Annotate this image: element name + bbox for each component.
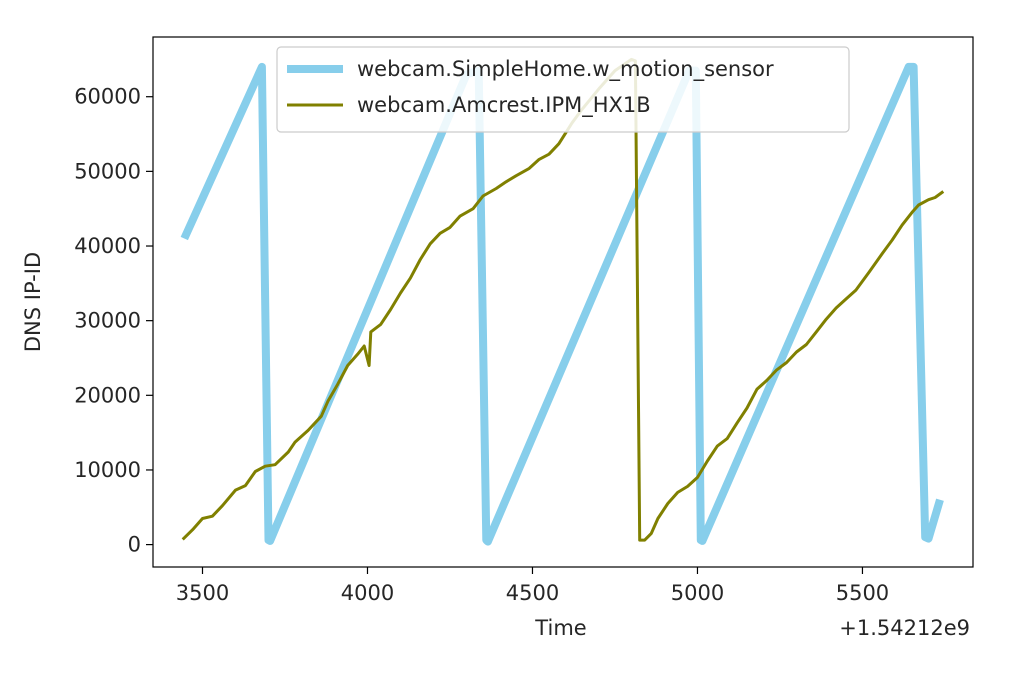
x-tick-label: 5000 — [671, 581, 724, 605]
x-tick-label: 4000 — [341, 581, 394, 605]
plot-frame — [152, 36, 974, 568]
y-tick-label: 40000 — [74, 234, 141, 258]
y-tick-label: 0 — [128, 533, 141, 557]
y-tick-label: 30000 — [74, 309, 141, 333]
y-tick-label: 60000 — [74, 85, 141, 109]
legend-label-amcrest: webcam.Amcrest.IPM_HX1B — [357, 93, 651, 118]
x-axis-ticks: 3500 4000 4500 5000 5500 — [176, 567, 889, 605]
x-tick-label: 4500 — [506, 581, 559, 605]
y-tick-label: 10000 — [74, 458, 141, 482]
legend-label-simplehome: webcam.SimpleHome.w_motion_sensor — [357, 57, 774, 82]
x-axis-offset-label: +1.54212e9 — [839, 616, 970, 640]
y-tick-label: 20000 — [74, 383, 141, 407]
y-axis-label: DNS IP-ID — [21, 252, 45, 352]
legend-box — [276, 46, 850, 133]
legend: webcam.SimpleHome.w_motion_sensor webcam… — [276, 46, 850, 133]
x-axis-label: Time — [534, 616, 586, 640]
x-tick-label: 5500 — [836, 581, 889, 605]
y-tick-label: 50000 — [74, 159, 141, 183]
y-axis-ticks: 0 10000 20000 30000 40000 50000 60000 — [74, 85, 153, 557]
series-line-amcrest — [181, 57, 945, 542]
x-tick-label: 3500 — [176, 581, 229, 605]
